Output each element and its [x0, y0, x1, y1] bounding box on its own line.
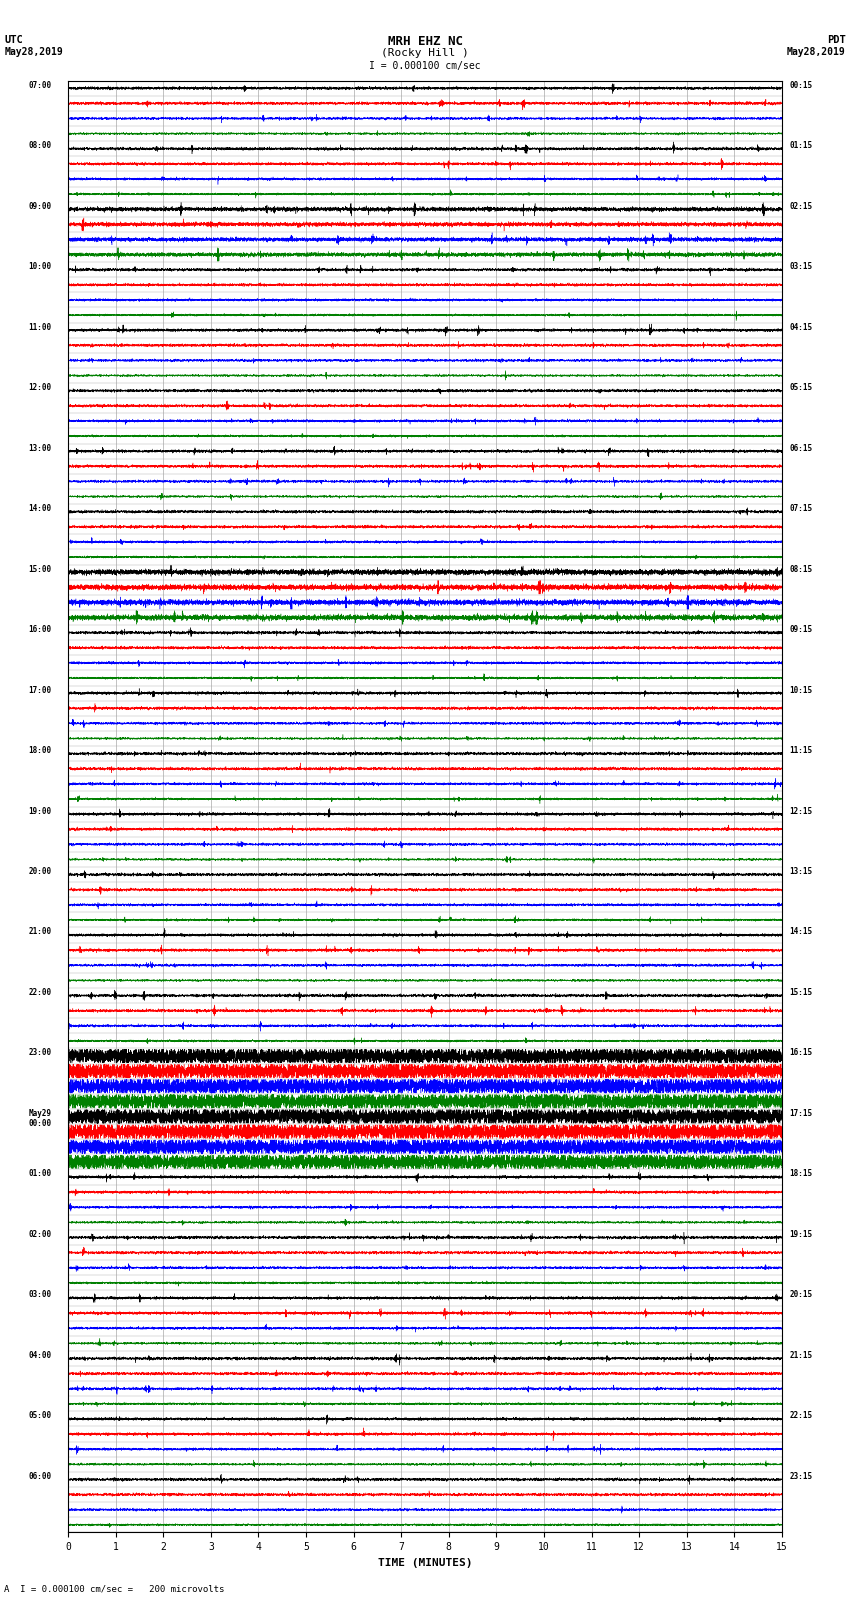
Text: 10:00: 10:00	[28, 263, 51, 271]
Text: MRH EHZ NC: MRH EHZ NC	[388, 35, 462, 48]
Text: 06:00: 06:00	[28, 1471, 51, 1481]
Text: 22:00: 22:00	[28, 987, 51, 997]
Text: 17:15: 17:15	[789, 1110, 813, 1118]
Text: 14:00: 14:00	[28, 503, 51, 513]
Text: 03:00: 03:00	[28, 1290, 51, 1300]
Text: 09:15: 09:15	[789, 626, 813, 634]
Text: 12:15: 12:15	[789, 806, 813, 816]
Text: 14:15: 14:15	[789, 927, 813, 937]
Text: 22:15: 22:15	[789, 1411, 813, 1421]
Text: 09:00: 09:00	[28, 202, 51, 211]
Text: 19:00: 19:00	[28, 806, 51, 816]
Text: 13:15: 13:15	[789, 868, 813, 876]
Text: 18:00: 18:00	[28, 747, 51, 755]
Text: 00:15: 00:15	[789, 81, 813, 90]
Text: A  I = 0.000100 cm/sec =   200 microvolts: A I = 0.000100 cm/sec = 200 microvolts	[4, 1584, 224, 1594]
Text: 11:00: 11:00	[28, 323, 51, 332]
Text: 07:15: 07:15	[789, 503, 813, 513]
Text: 21:00: 21:00	[28, 927, 51, 937]
Text: 05:00: 05:00	[28, 1411, 51, 1421]
Text: 13:00: 13:00	[28, 444, 51, 453]
Text: 23:15: 23:15	[789, 1471, 813, 1481]
Text: May28,2019: May28,2019	[787, 47, 846, 56]
Text: (Rocky Hill ): (Rocky Hill )	[381, 48, 469, 58]
Text: 12:00: 12:00	[28, 384, 51, 392]
Text: 02:15: 02:15	[789, 202, 813, 211]
Text: 02:00: 02:00	[28, 1231, 51, 1239]
Text: 11:15: 11:15	[789, 747, 813, 755]
Text: 19:15: 19:15	[789, 1231, 813, 1239]
Text: May29
00:00: May29 00:00	[28, 1110, 51, 1127]
Text: 01:15: 01:15	[789, 142, 813, 150]
Text: 01:00: 01:00	[28, 1169, 51, 1179]
Text: 18:15: 18:15	[789, 1169, 813, 1179]
Text: 04:15: 04:15	[789, 323, 813, 332]
Text: 16:00: 16:00	[28, 626, 51, 634]
Text: 04:00: 04:00	[28, 1352, 51, 1360]
Text: 05:15: 05:15	[789, 384, 813, 392]
Text: 15:00: 15:00	[28, 565, 51, 574]
Text: 03:15: 03:15	[789, 263, 813, 271]
X-axis label: TIME (MINUTES): TIME (MINUTES)	[377, 1558, 473, 1568]
Text: 08:15: 08:15	[789, 565, 813, 574]
Text: 15:15: 15:15	[789, 987, 813, 997]
Text: 16:15: 16:15	[789, 1048, 813, 1058]
Text: 07:00: 07:00	[28, 81, 51, 90]
Text: 21:15: 21:15	[789, 1352, 813, 1360]
Text: 17:00: 17:00	[28, 686, 51, 695]
Text: 20:00: 20:00	[28, 868, 51, 876]
Text: 10:15: 10:15	[789, 686, 813, 695]
Text: 08:00: 08:00	[28, 142, 51, 150]
Text: PDT: PDT	[827, 35, 846, 45]
Text: 23:00: 23:00	[28, 1048, 51, 1058]
Text: I = 0.000100 cm/sec: I = 0.000100 cm/sec	[369, 61, 481, 71]
Text: May28,2019: May28,2019	[4, 47, 63, 56]
Text: UTC: UTC	[4, 35, 23, 45]
Text: 20:15: 20:15	[789, 1290, 813, 1300]
Text: 06:15: 06:15	[789, 444, 813, 453]
